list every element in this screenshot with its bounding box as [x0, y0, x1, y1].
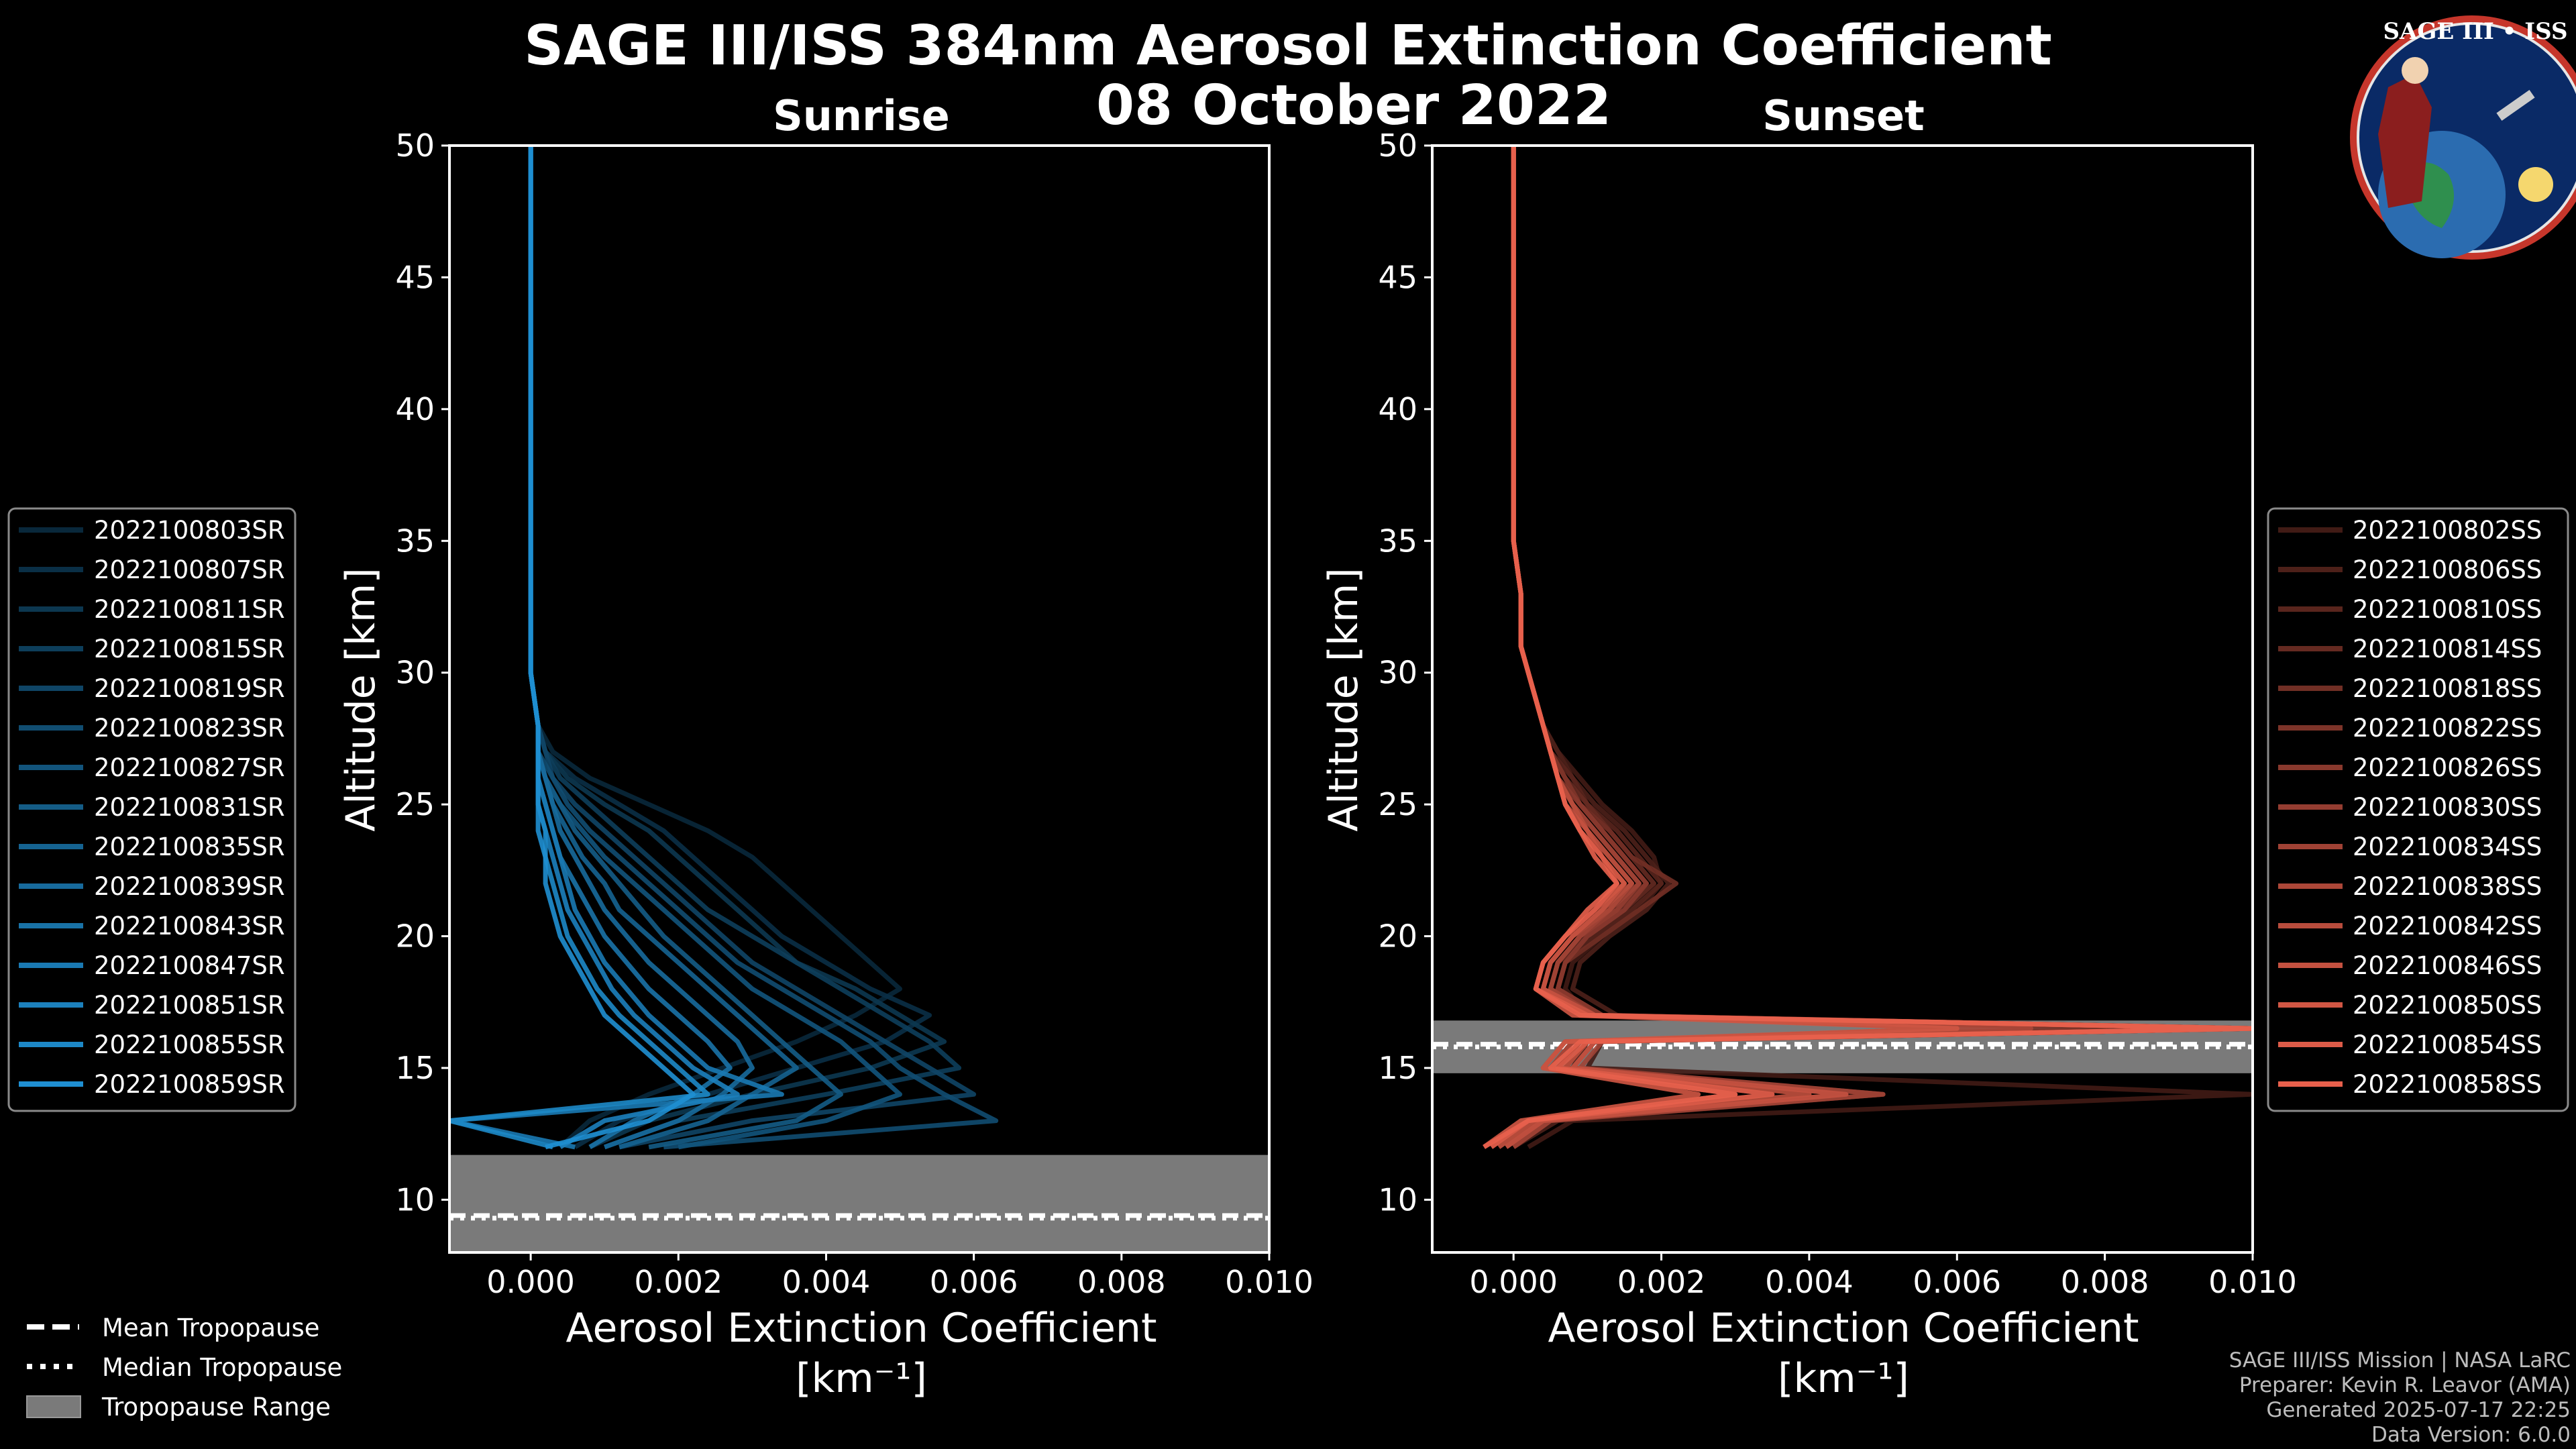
- y-tick-label: 50: [395, 127, 435, 164]
- x-tick-label: 0.000: [486, 1264, 575, 1300]
- legend-label-2022100835SR: 2022100835SR: [94, 833, 285, 861]
- y-tick-label: 30: [1378, 655, 1417, 691]
- footer-mission: SAGE III/ISS Mission | NASA LaRC: [2229, 1348, 2571, 1373]
- sunset-xlabel: Aerosol Extinction Coefficient: [1548, 1305, 2139, 1352]
- x-tick-label: 0.002: [1617, 1264, 1706, 1300]
- sunset-legend: 2022100802SS 2022100806SS 2022100810SS 2022…: [2267, 507, 2569, 1112]
- x-tick-label: 0.002: [634, 1264, 722, 1300]
- figure-date: 08 October 2022: [1096, 74, 1611, 138]
- sunrise-plot: 10 15 20 25 30 35 40 45 50 0.000 0.002 0.004 0.006 0.…: [395, 127, 1313, 1300]
- legend-label-2022100810SS: 2022100810SS: [2353, 595, 2542, 624]
- tropopause-range-swatch: [26, 1395, 81, 1418]
- legend-label-2022100827SR: 2022100827SR: [94, 753, 285, 782]
- footer-version: Data Version: 6.0.0: [2371, 1423, 2571, 1447]
- sunset-ylabel: Altitude [km]: [1320, 568, 1367, 832]
- y-tick-label: 15: [1378, 1050, 1417, 1086]
- legend-label-2022100831SR: 2022100831SR: [94, 793, 285, 822]
- tropopause-range-label: Tropopause Range: [101, 1393, 331, 1421]
- y-tick-label: 45: [395, 259, 435, 295]
- legend-label-2022100842SS: 2022100842SS: [2353, 912, 2542, 941]
- sunset-title: Sunset: [1762, 91, 1925, 140]
- logo-sun-icon: [2518, 167, 2553, 202]
- y-tick-label: 10: [395, 1181, 435, 1218]
- legend-label-2022100806SS: 2022100806SS: [2353, 555, 2542, 584]
- y-tick-label: 25: [395, 786, 435, 822]
- sunrise-ylabel: Altitude [km]: [337, 568, 384, 832]
- y-tick-label: 45: [1378, 259, 1417, 295]
- legend-label-2022100819SR: 2022100819SR: [94, 674, 285, 703]
- x-tick-label: 0.008: [2061, 1264, 2149, 1300]
- tropopause-legend: Mean Tropopause Median Tropopause Tropop…: [26, 1313, 342, 1421]
- legend-label-2022100811SR: 2022100811SR: [94, 595, 285, 624]
- y-tick-label: 15: [395, 1050, 435, 1086]
- logo-iss-icon: [2496, 90, 2535, 121]
- y-tick-label: 40: [1378, 391, 1417, 427]
- legend-label-2022100859SR: 2022100859SR: [94, 1070, 285, 1099]
- sunset-plot: 10 15 20 25 30 35 40 45 50 0.000 0.002 0.004 0.006 0.…: [1378, 127, 2296, 1300]
- legend-label-2022100838SS: 2022100838SS: [2353, 872, 2542, 901]
- legend-label-2022100858SS: 2022100858SS: [2353, 1070, 2542, 1099]
- y-tick-label: 40: [395, 391, 435, 427]
- sunrise-title: Sunrise: [773, 91, 950, 140]
- legend-label-2022100822SS: 2022100822SS: [2353, 714, 2542, 743]
- y-tick-label: 10: [1378, 1181, 1417, 1218]
- footer-generated: Generated 2025-07-17 22:25: [2266, 1398, 2571, 1422]
- legend-label-2022100814SS: 2022100814SS: [2353, 635, 2542, 663]
- legend-label-2022100843SR: 2022100843SR: [94, 912, 285, 941]
- footer: SAGE III/ISS Mission | NASA LaRC Prepare…: [2229, 1348, 2571, 1447]
- y-tick-label: 25: [1378, 786, 1417, 822]
- legend-label-2022100815SR: 2022100815SR: [94, 635, 285, 663]
- legend-label-2022100807SR: 2022100807SR: [94, 555, 285, 584]
- y-tick-label: 35: [1378, 523, 1417, 559]
- legend-label-2022100826SS: 2022100826SS: [2353, 753, 2542, 782]
- plot-frame: [1431, 144, 2254, 1254]
- y-tick-label: 30: [395, 655, 435, 691]
- logo-head-icon: [2402, 57, 2428, 84]
- x-tick-label: 0.010: [1225, 1264, 1313, 1300]
- legend-label-2022100850SS: 2022100850SS: [2353, 991, 2542, 1020]
- legend-label-2022100847SR: 2022100847SR: [94, 951, 285, 980]
- legend-label-2022100834SS: 2022100834SS: [2353, 833, 2542, 861]
- mean-tropopause-label: Mean Tropopause: [102, 1313, 320, 1342]
- legend-label-2022100839SR: 2022100839SR: [94, 872, 285, 901]
- legend-label-2022100803SR: 2022100803SR: [94, 516, 285, 545]
- legend-label-2022100818SS: 2022100818SS: [2353, 674, 2542, 703]
- x-tick-label: 0.010: [2208, 1264, 2297, 1300]
- sunrise-legend-frame: [7, 507, 297, 1112]
- x-tick-label: 0.004: [1765, 1264, 1854, 1300]
- y-tick-label: 20: [395, 918, 435, 955]
- legend-label-2022100851SR: 2022100851SR: [94, 991, 285, 1020]
- footer-preparer: Preparer: Kevin R. Leavor (AMA): [2239, 1373, 2571, 1397]
- y-tick-label: 50: [1378, 127, 1417, 164]
- x-tick-label: 0.006: [930, 1264, 1018, 1300]
- legend-label-2022100802SS: 2022100802SS: [2353, 516, 2542, 545]
- plot-frame: [448, 144, 1271, 1254]
- sunrise-xunit: [km⁻¹]: [796, 1355, 927, 1402]
- figure-title: SAGE III/ISS 384nm Aerosol Extinction Co…: [524, 14, 2052, 78]
- x-tick-label: 0.004: [782, 1264, 871, 1300]
- y-tick-label: 20: [1378, 918, 1417, 955]
- median-tropopause-label: Median Tropopause: [102, 1353, 342, 1382]
- profile-line-2022100858SS: [1483, 146, 2253, 1149]
- y-tick-label: 35: [395, 523, 435, 559]
- legend-label-2022100855SR: 2022100855SR: [94, 1030, 285, 1059]
- x-tick-label: 0.000: [1469, 1264, 1558, 1300]
- logo-astronomer-icon: [2378, 74, 2432, 208]
- legend-label-2022100823SR: 2022100823SR: [94, 714, 285, 743]
- profile-line-2022100859SR: [528, 146, 696, 1150]
- legend-label-2022100854SS: 2022100854SS: [2353, 1030, 2542, 1059]
- sage-mission-logo: SAGE III • ISS: [2350, 15, 2576, 260]
- logo-title: SAGE III • ISS: [2383, 18, 2567, 45]
- legend-label-2022100830SS: 2022100830SS: [2353, 793, 2542, 822]
- sunset-legend-frame: [2267, 507, 2569, 1112]
- sunset-xunit: [km⁻¹]: [1778, 1355, 1909, 1402]
- sunrise-legend: 2022100803SR 2022100807SR 2022100811SR 2022…: [7, 507, 297, 1112]
- legend-label-2022100846SS: 2022100846SS: [2353, 951, 2542, 980]
- tropopause-range-band: [449, 1155, 1269, 1252]
- x-tick-label: 0.006: [1913, 1264, 2001, 1300]
- x-tick-label: 0.008: [1077, 1264, 1166, 1300]
- sunrise-xlabel: Aerosol Extinction Coefficient: [566, 1305, 1157, 1352]
